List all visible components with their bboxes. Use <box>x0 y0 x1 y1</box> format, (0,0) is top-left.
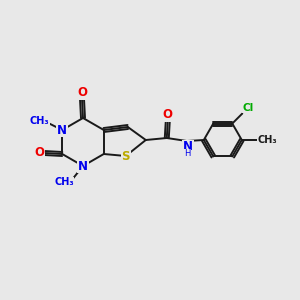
Text: O: O <box>77 86 87 100</box>
Text: N: N <box>78 160 88 172</box>
Text: S: S <box>122 149 130 163</box>
Text: N: N <box>57 124 67 136</box>
Text: CH₃: CH₃ <box>54 177 74 187</box>
Text: O: O <box>163 109 173 122</box>
Text: O: O <box>34 146 44 160</box>
Text: CH₃: CH₃ <box>258 135 278 145</box>
Text: N: N <box>183 140 193 154</box>
Text: H: H <box>184 149 191 158</box>
Text: Cl: Cl <box>243 103 254 112</box>
Text: CH₃: CH₃ <box>29 116 49 126</box>
